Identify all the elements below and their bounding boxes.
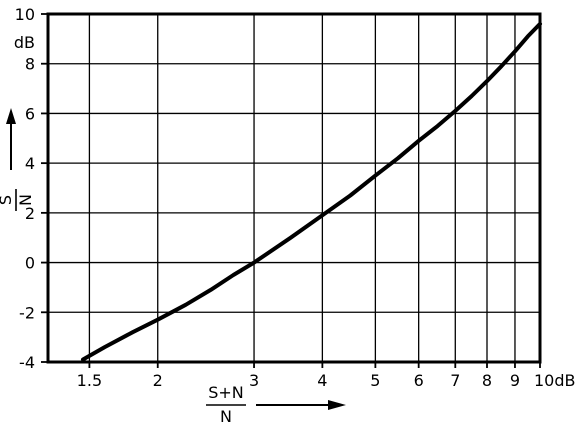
- x-tick-label: 3: [249, 371, 259, 390]
- x-tick-label: 1.5: [77, 371, 102, 390]
- y-axis-title: S N: [0, 189, 35, 211]
- x-tick-label: 4: [317, 371, 327, 390]
- x-tick-label: 6: [414, 371, 424, 390]
- y-axis-numerator: S: [0, 195, 15, 205]
- x-tick-label: 8: [482, 371, 492, 390]
- y-tick-label: 8: [25, 55, 35, 74]
- data-series: [81, 21, 542, 362]
- y-tick-label: 6: [25, 104, 35, 123]
- y-axis-denominator: N: [16, 194, 35, 206]
- x-tick-label: 10dB: [534, 371, 576, 390]
- y-tick-label: 4: [25, 154, 35, 173]
- x-tick-label: 2: [153, 371, 163, 390]
- x-axis-title: S+N N: [206, 383, 246, 426]
- x-tick-label: 7: [450, 371, 460, 390]
- y-tick-label: 2: [25, 204, 35, 223]
- x-tick-label: 9: [510, 371, 520, 390]
- x-axis-numerator: S+N: [208, 383, 244, 402]
- x-axis-denominator: N: [220, 407, 232, 426]
- y-tick-label: -2: [19, 303, 35, 322]
- x-tick-label: 5: [370, 371, 380, 390]
- y-unit-label: dB: [14, 33, 35, 52]
- plot-frame: [46, 12, 542, 364]
- grid-lines: [48, 14, 540, 362]
- y-tick-label: -4: [19, 353, 35, 372]
- x-axis-arrow: [256, 400, 346, 410]
- y-tick-label: 10: [15, 5, 35, 24]
- series-line: [81, 21, 542, 362]
- y-axis-arrow: [6, 108, 16, 170]
- y-tick-label: 0: [25, 254, 35, 273]
